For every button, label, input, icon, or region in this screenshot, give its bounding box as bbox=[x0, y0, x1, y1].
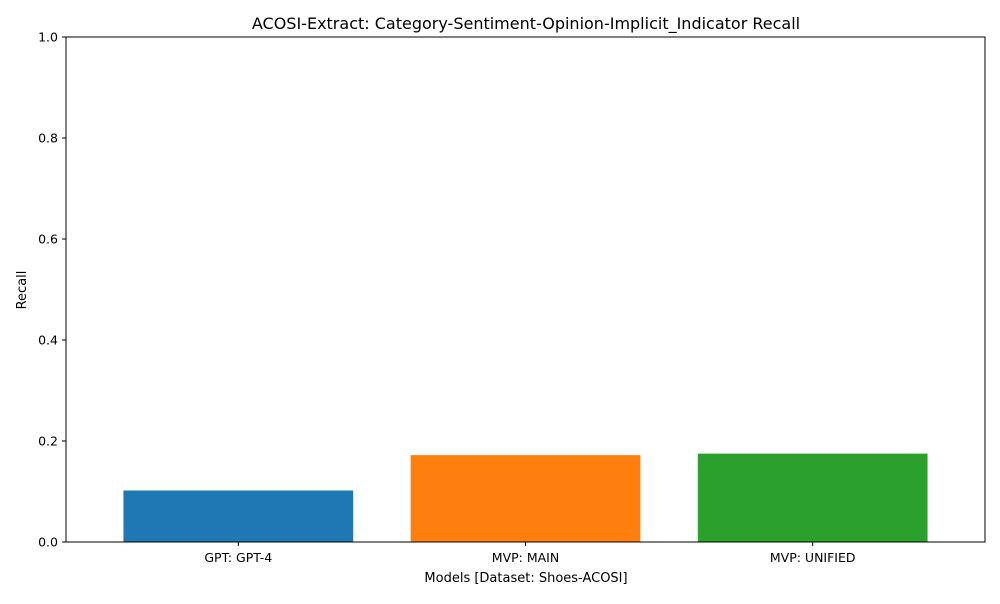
y-axis-ticks: 0.0 0.2 0.4 0.6 0.8 1.0 bbox=[38, 30, 66, 550]
x-tick-label: GPT: GPT-4 bbox=[204, 550, 272, 565]
y-tick-label: 0.8 bbox=[38, 131, 58, 146]
x-axis-ticks: GPT: GPT-4 MVP: MAIN MVP: UNIFIED bbox=[204, 542, 856, 565]
bar-mvp-main bbox=[410, 455, 641, 542]
x-tick-label: MVP: UNIFIED bbox=[770, 550, 856, 565]
y-axis-label: Recall bbox=[15, 271, 30, 310]
y-tick-label: 0.0 bbox=[38, 535, 58, 550]
y-tick-label: 0.2 bbox=[38, 434, 58, 449]
y-tick-label: 1.0 bbox=[38, 30, 58, 45]
chart-title: ACOSI-Extract: Category-Sentiment-Opinio… bbox=[252, 14, 800, 34]
x-tick-label: MVP: MAIN bbox=[492, 550, 559, 565]
plot-frame bbox=[65, 36, 986, 543]
bar-gpt-gpt-4 bbox=[123, 490, 354, 542]
bar-mvp-unified bbox=[697, 453, 928, 543]
y-tick-label: 0.4 bbox=[38, 333, 58, 348]
bars-group bbox=[123, 453, 928, 543]
y-tick-label: 0.6 bbox=[38, 232, 58, 247]
x-axis-label: Models [Dataset: Shoes-ACOSI] bbox=[424, 571, 627, 586]
